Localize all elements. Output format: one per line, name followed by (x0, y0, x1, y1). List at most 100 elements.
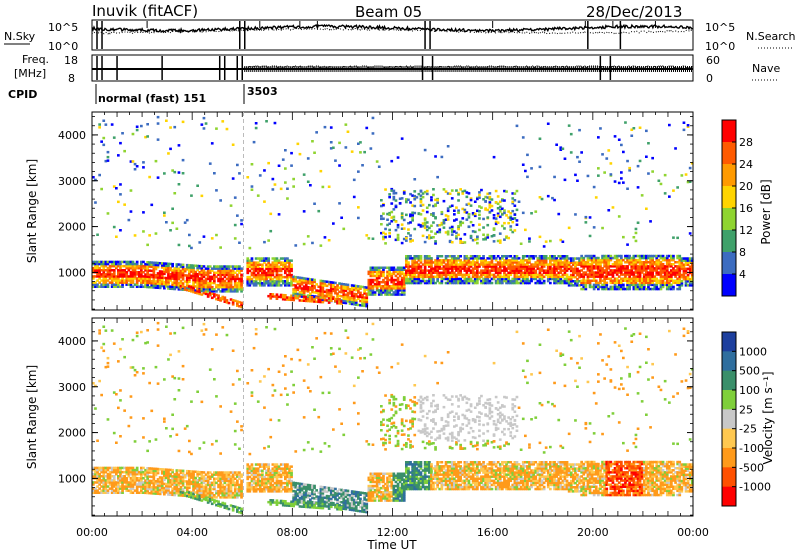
power-cell (246, 284, 250, 287)
power-cell (434, 261, 437, 264)
power-cell (597, 285, 600, 289)
power-cell (250, 273, 254, 277)
power-cell (488, 275, 492, 279)
power-cell (486, 257, 490, 260)
power-cell (517, 200, 521, 203)
power-cell (409, 265, 412, 268)
power-cell (361, 285, 364, 289)
power-cell (127, 264, 131, 268)
power-cell (630, 128, 634, 131)
velocity-cell (127, 468, 131, 472)
velocity-cell (96, 475, 99, 478)
power-cell (167, 287, 170, 290)
power-cell (590, 265, 594, 268)
power-cell (250, 261, 254, 264)
power-cell (146, 275, 149, 278)
freq-ytick-bottom-right: 0 (706, 72, 713, 85)
power-cell (488, 271, 492, 274)
power-cell (553, 257, 556, 260)
power-cell (369, 280, 373, 284)
power-cell (171, 273, 174, 276)
power-cell (419, 261, 423, 264)
power-cell (559, 265, 563, 268)
power-cell (594, 263, 598, 266)
power-cell (651, 267, 654, 270)
power-cell (670, 275, 673, 278)
power-cell (382, 266, 385, 269)
velocity-cell (108, 481, 112, 484)
power-cell (188, 286, 191, 290)
power-cell (584, 283, 588, 287)
power-cell (219, 283, 222, 287)
power-cell (359, 299, 362, 303)
power-cell (173, 125, 177, 129)
power-cell (396, 270, 400, 274)
power-cell (603, 254, 606, 258)
power-cell (663, 267, 667, 270)
power-cell (507, 263, 510, 266)
power-cell (348, 296, 352, 299)
power-cell (586, 258, 590, 262)
power-cell (457, 271, 460, 274)
power-cell (340, 295, 343, 298)
power-cell (434, 275, 437, 279)
velocity-cell (112, 477, 116, 480)
power-cell (394, 283, 398, 286)
power-cell (597, 267, 600, 270)
power-cell (373, 270, 377, 274)
power-cell (498, 281, 502, 285)
power-cell (617, 279, 621, 282)
power-cell (294, 278, 298, 281)
power-cell (647, 277, 650, 280)
power-cell (647, 285, 650, 289)
velocity-cell (121, 491, 124, 494)
power-cell (490, 259, 494, 262)
power-cell (92, 266, 95, 270)
power-cell (690, 273, 694, 277)
power-cell (206, 265, 210, 268)
power-cell (546, 263, 550, 266)
power-cell (388, 287, 391, 290)
power-cell (392, 293, 396, 296)
power-cell (386, 283, 389, 286)
power-cell (503, 275, 506, 279)
power-cell (321, 185, 325, 189)
power-cell (484, 277, 487, 281)
power-cell (463, 259, 467, 262)
velocity-cell (163, 378, 166, 381)
power-cell (632, 263, 636, 266)
power-cell (636, 277, 640, 280)
power-cell (645, 155, 648, 158)
power-cell (446, 230, 450, 233)
velocity-cell (148, 479, 151, 483)
power-cell (371, 274, 375, 278)
power-cell (486, 271, 490, 274)
power-cell (682, 121, 686, 124)
power-cell (670, 273, 673, 276)
velocity-cell (135, 487, 139, 490)
velocity-cell (125, 479, 129, 482)
power-cell (327, 299, 331, 302)
power-cell (444, 214, 448, 217)
power-cell (369, 274, 373, 278)
power-cell (413, 194, 417, 198)
power-cell (202, 269, 206, 272)
power-cell (490, 198, 494, 201)
power-cell (645, 267, 648, 270)
power-cell (200, 275, 204, 278)
power-cell (265, 267, 268, 271)
velocity-cell (104, 479, 108, 482)
power-cell (306, 288, 310, 291)
power-cell (467, 257, 471, 260)
power-cell (567, 280, 571, 283)
power-cell (532, 257, 535, 260)
power-cell (628, 283, 631, 287)
power-cell (574, 282, 577, 285)
power-cell (536, 259, 540, 262)
velocity-cell (106, 365, 110, 368)
power-cell (582, 261, 586, 264)
power-cell (363, 150, 366, 154)
velocity-cell (106, 468, 110, 472)
power-cell (252, 140, 256, 144)
power-cell (538, 273, 542, 277)
